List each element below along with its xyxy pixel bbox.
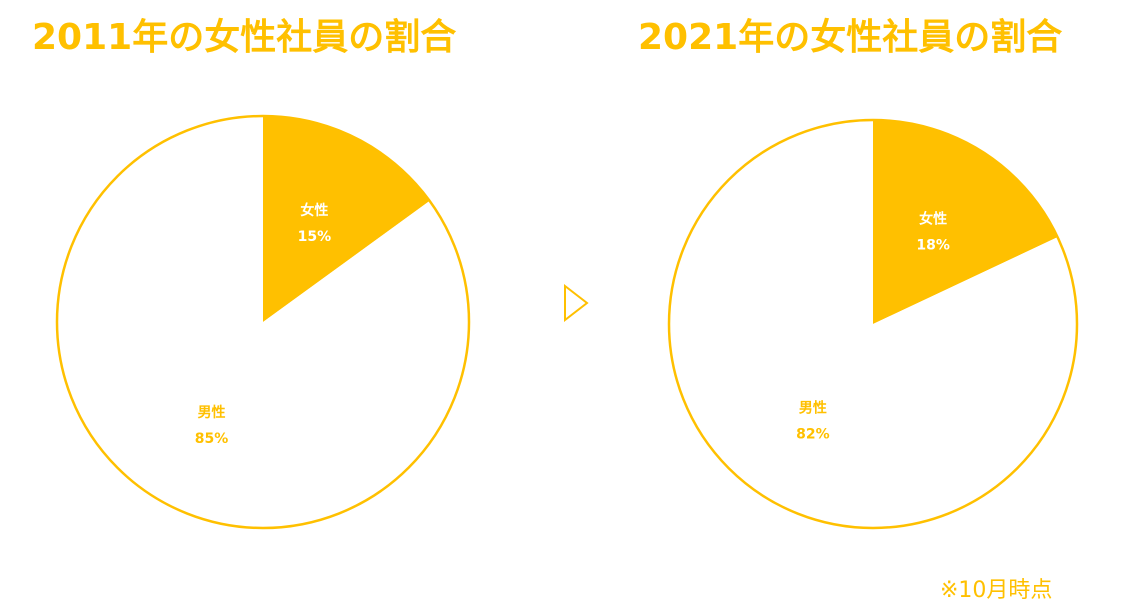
slice-label-male: 男性 — [799, 400, 827, 417]
slice-label-female: 女性 — [919, 210, 947, 227]
chart-title-2011: 2011年の女性社員の割合 — [32, 17, 457, 58]
triangle-right-outline-icon — [564, 284, 589, 322]
pie-chart-2011: 女性 15% 男性 85% — [55, 114, 471, 530]
chart-title-2021: 2021年の女性社員の割合 — [638, 17, 1063, 58]
pie-chart-2021: 女性 18% 男性 82% — [667, 118, 1079, 530]
footnote: ※10月時点 — [940, 578, 1053, 603]
slice-value-female: 15% — [298, 229, 332, 245]
slice-label-female: 女性 — [300, 202, 328, 219]
slice-value-male: 82% — [796, 427, 830, 443]
slice-value-male: 85% — [195, 431, 229, 447]
slice-value-female: 18% — [916, 237, 950, 253]
pie-slice-male — [669, 120, 1077, 529]
pie-outline — [55, 114, 471, 530]
pie-outline — [667, 118, 1079, 530]
pie-slice-male — [56, 116, 470, 528]
pie-slice-female — [263, 116, 430, 322]
slice-label-male: 男性 — [198, 404, 226, 421]
pie-slice-female — [873, 120, 1058, 324]
